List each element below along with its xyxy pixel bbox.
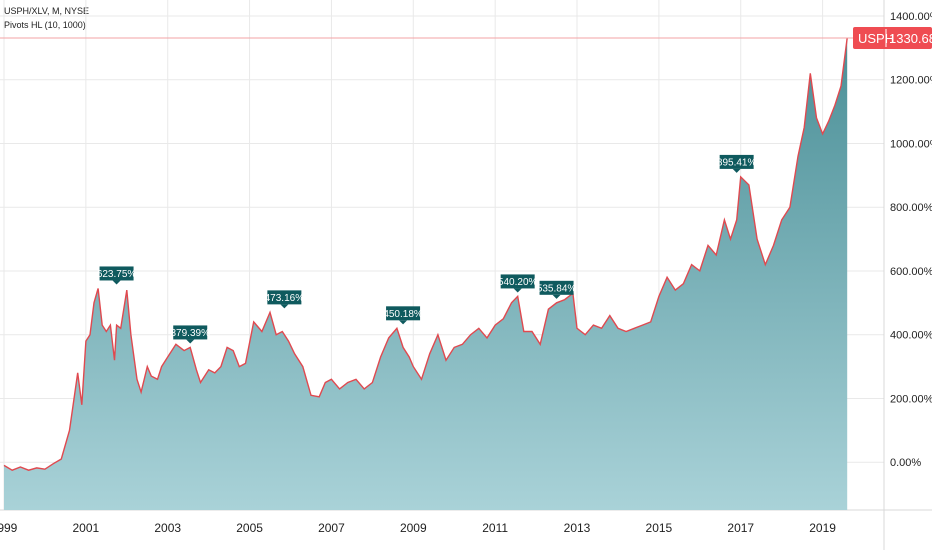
pivot-label: 535.84%	[537, 280, 577, 299]
pivot-label-bg	[99, 266, 134, 281]
x-tick-label: 2001	[73, 521, 100, 535]
pivot-label: 450.18%	[383, 306, 423, 325]
pivot-label-text: 473.16%	[265, 293, 305, 304]
price-tag-value: 1330.68%	[889, 31, 932, 46]
last-price-tag: USPH 1330.68%	[853, 27, 932, 50]
y-tick-label: 1400.00%	[890, 11, 932, 23]
y-tick-label: 1000.00%	[890, 138, 932, 150]
pivot-label-bg	[719, 154, 754, 169]
y-tick-label: 400.00%	[890, 330, 932, 342]
pivot-label-text: 540.20%	[498, 277, 538, 288]
x-tick-label: 2015	[646, 521, 673, 535]
indicator-line: Pivots HL (10, 1000)	[4, 20, 86, 30]
pivot-label-arrow	[399, 320, 408, 325]
x-tick-label: 2017	[727, 521, 754, 535]
pivot-label-bg	[539, 280, 574, 295]
pivot-label-bg	[267, 290, 302, 305]
chart-legend: USPH/XLV, M, NYSE Pivots HL (10, 1000)	[4, 4, 89, 32]
y-tick-label: 200.00%	[890, 393, 932, 405]
pivot-label-text: 535.84%	[537, 283, 577, 294]
symbol-line: USPH/XLV, M, NYSE	[4, 6, 90, 16]
y-axis: 0.00% 200.00% 400.00% 600.00% 800.00% 1000.00…	[890, 11, 932, 469]
pivot-label-bg	[386, 306, 421, 321]
price-tag-background	[853, 27, 932, 50]
pivot-label: 473.16%	[265, 290, 305, 309]
y-tick-label: 600.00%	[890, 266, 932, 278]
x-axis: 1999 2001 2003 2005 2007 2009 2011 2013 2015 2017…	[0, 521, 836, 535]
pivot-label-bg	[500, 274, 535, 289]
pivot-label-arrow	[112, 280, 121, 285]
pivot-label: 540.20%	[498, 274, 538, 293]
pivot-label-text: 623.75%	[97, 269, 137, 280]
pivot-label: 379.39%	[170, 325, 210, 344]
x-tick-label: 2005	[236, 521, 263, 535]
pivot-label-arrow	[552, 294, 561, 299]
series-area	[4, 37, 848, 511]
pivot-label-text: 379.39%	[170, 328, 210, 339]
x-tick-label: 2013	[564, 521, 591, 535]
y-tick-label: 800.00%	[890, 202, 932, 214]
pivot-label-text: 895.41%	[717, 157, 757, 168]
pivot-label-arrow	[732, 168, 741, 173]
pivot-label: 895.41%	[717, 154, 757, 173]
x-tick-label: 2007	[318, 521, 345, 535]
price-tag-symbol: USPH	[858, 31, 894, 46]
pivot-labels: 623.75% 379.39% 473.16% 450.18% 540.20%535.8…	[97, 154, 757, 344]
y-tick-label: 1200.00%	[890, 75, 932, 87]
pivot-label-bg	[173, 325, 208, 340]
x-tick-label: 2003	[154, 521, 181, 535]
pivot-label-arrow	[186, 339, 195, 344]
pivot-label-arrow	[513, 288, 522, 293]
series-line	[3, 37, 848, 471]
x-tick-label: 2009	[400, 521, 427, 535]
pivot-label-arrow	[280, 304, 289, 309]
x-tick-label: 1999	[0, 521, 18, 535]
y-tick-label: 0.00%	[890, 457, 921, 469]
pivot-label: 623.75%	[97, 266, 137, 285]
x-tick-label: 2019	[809, 521, 836, 535]
pivot-label-text: 450.18%	[383, 309, 423, 320]
x-tick-label: 2011	[482, 521, 508, 535]
